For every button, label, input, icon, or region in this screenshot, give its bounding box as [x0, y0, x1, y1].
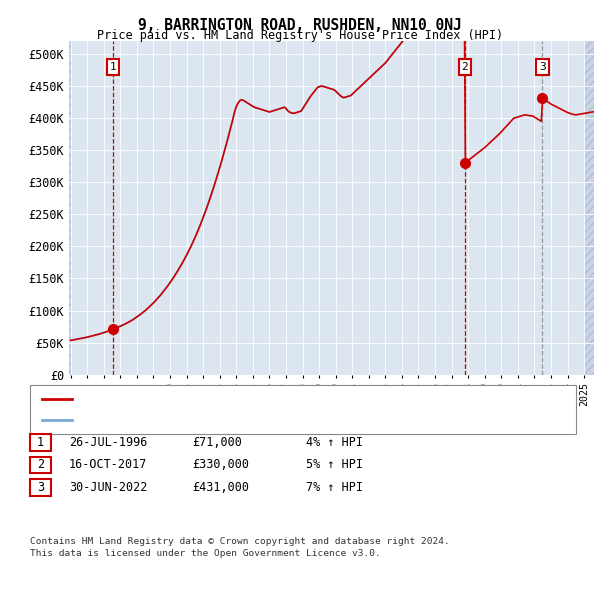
Text: Contains HM Land Registry data © Crown copyright and database right 2024.: Contains HM Land Registry data © Crown c…	[30, 537, 450, 546]
Text: 9, BARRINGTON ROAD, RUSHDEN, NN10 0NJ: 9, BARRINGTON ROAD, RUSHDEN, NN10 0NJ	[138, 18, 462, 32]
Text: 1: 1	[110, 62, 116, 72]
Text: 30-JUN-2022: 30-JUN-2022	[69, 481, 148, 494]
Text: 4% ↑ HPI: 4% ↑ HPI	[306, 436, 363, 449]
Text: 1: 1	[37, 436, 44, 449]
Text: 3: 3	[539, 62, 546, 72]
Text: 2: 2	[461, 62, 468, 72]
Text: 7% ↑ HPI: 7% ↑ HPI	[306, 481, 363, 494]
Bar	[584, 41, 594, 375]
Text: 16-OCT-2017: 16-OCT-2017	[69, 458, 148, 471]
Text: 3: 3	[37, 481, 44, 494]
Text: This data is licensed under the Open Government Licence v3.0.: This data is licensed under the Open Gov…	[30, 549, 381, 558]
Text: 26-JUL-1996: 26-JUL-1996	[69, 436, 148, 449]
Text: 5% ↑ HPI: 5% ↑ HPI	[306, 458, 363, 471]
Text: £71,000: £71,000	[192, 436, 242, 449]
Text: 9, BARRINGTON ROAD, RUSHDEN, NN10 0NJ (detached house): 9, BARRINGTON ROAD, RUSHDEN, NN10 0NJ (d…	[79, 394, 430, 404]
Bar	[69, 41, 71, 375]
Text: £431,000: £431,000	[192, 481, 249, 494]
Text: £330,000: £330,000	[192, 458, 249, 471]
Text: 2: 2	[37, 458, 44, 471]
Text: HPI: Average price, detached house, North Northamptonshire: HPI: Average price, detached house, Nort…	[79, 415, 456, 425]
Text: Price paid vs. HM Land Registry's House Price Index (HPI): Price paid vs. HM Land Registry's House …	[97, 30, 503, 42]
